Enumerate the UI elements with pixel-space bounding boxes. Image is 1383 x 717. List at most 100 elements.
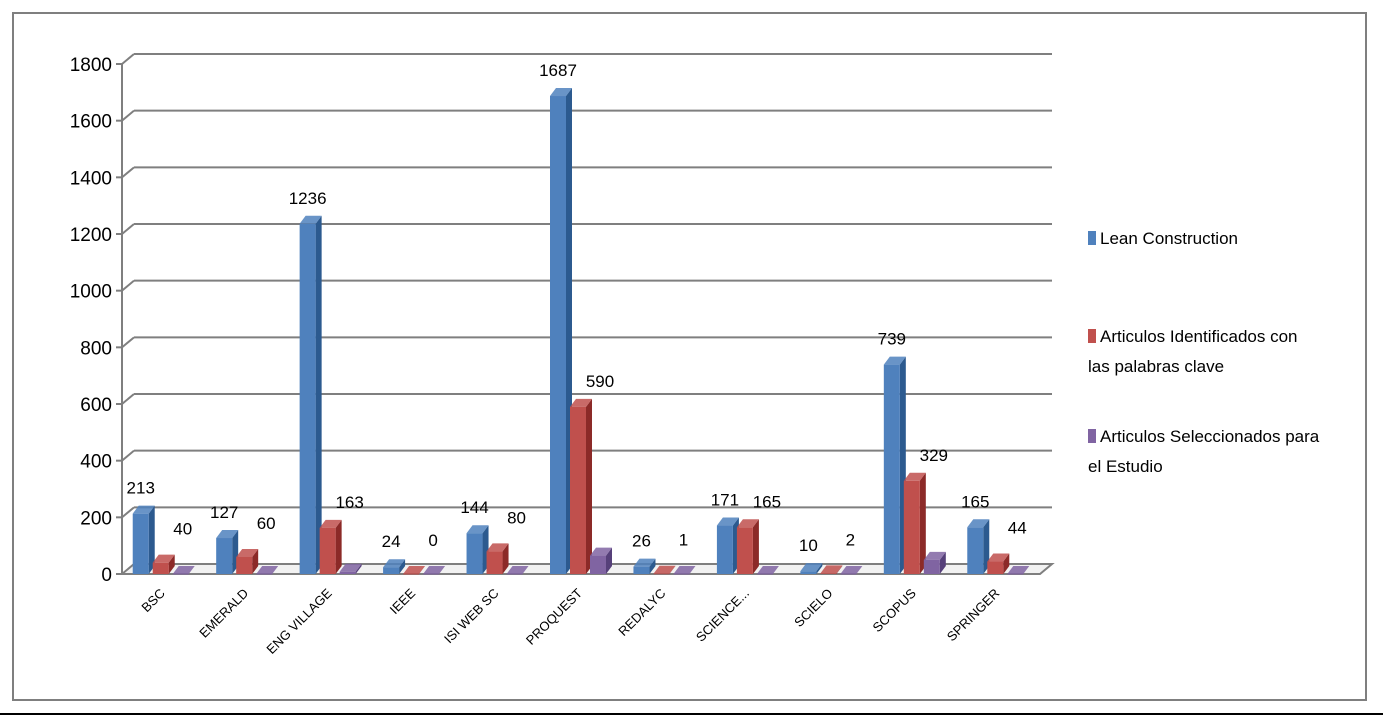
bar-top bbox=[840, 566, 863, 574]
legend-item-seleccionados: Articulos Seleccionados para el Estudio bbox=[1088, 422, 1319, 482]
bar bbox=[967, 527, 984, 574]
bar-top bbox=[590, 547, 612, 556]
bar-top bbox=[236, 549, 259, 557]
data-label: 1236 bbox=[289, 189, 327, 208]
bar bbox=[633, 566, 650, 574]
y-tick-label: 800 bbox=[80, 338, 112, 359]
bar-top bbox=[319, 519, 342, 528]
bar-top bbox=[403, 566, 426, 574]
data-label: 44 bbox=[1008, 519, 1027, 538]
bar-side bbox=[816, 563, 823, 574]
legend-label: Lean Construction bbox=[1100, 229, 1238, 248]
bar-side bbox=[1003, 553, 1010, 574]
data-label: 40 bbox=[173, 520, 192, 539]
bar-side bbox=[355, 563, 362, 574]
x-tick-label: IEEE bbox=[387, 585, 419, 617]
bar bbox=[653, 573, 670, 575]
bar-side bbox=[399, 559, 406, 574]
data-label: 590 bbox=[586, 372, 614, 391]
chart-frame bbox=[12, 12, 1367, 701]
x-tick-label: SCIELO bbox=[791, 586, 835, 630]
x-tick-label: SPRINGER bbox=[944, 586, 1003, 645]
data-label: 171 bbox=[711, 491, 739, 510]
bar-top bbox=[987, 553, 1010, 562]
bar-side bbox=[315, 215, 322, 575]
bar-side bbox=[148, 505, 155, 574]
data-label: 26 bbox=[632, 532, 651, 551]
bar bbox=[673, 574, 690, 575]
gridline-diag bbox=[121, 223, 135, 235]
data-label: 739 bbox=[878, 330, 906, 349]
bar bbox=[506, 574, 523, 575]
bar-top bbox=[570, 398, 592, 407]
y-tick-label: 200 bbox=[80, 508, 112, 529]
legend-swatch bbox=[1088, 429, 1096, 443]
bar-top bbox=[486, 543, 509, 552]
bar bbox=[736, 527, 753, 574]
gridline-diag bbox=[121, 336, 135, 349]
bar bbox=[903, 480, 920, 574]
bar bbox=[172, 574, 189, 575]
bar-side bbox=[502, 543, 509, 574]
x-tick-label: ENG VILLAGE bbox=[263, 585, 335, 657]
bar-top bbox=[132, 505, 155, 514]
bar-top bbox=[256, 566, 279, 574]
bar-side bbox=[606, 547, 612, 574]
legend-item-identificados: Articulos Identificados con las palabras… bbox=[1088, 322, 1298, 382]
bar-side bbox=[919, 472, 926, 574]
bar bbox=[466, 533, 483, 574]
legend-label-cont: el Estudio bbox=[1088, 457, 1163, 476]
bar bbox=[152, 562, 169, 574]
bar bbox=[319, 527, 336, 574]
legend-label-cont: las palabras clave bbox=[1088, 357, 1225, 376]
bar-side bbox=[939, 551, 946, 574]
bar-side bbox=[669, 565, 676, 574]
bar-top bbox=[923, 551, 946, 560]
bar-top bbox=[736, 519, 759, 528]
bar bbox=[550, 96, 566, 575]
x-tick-label: SCIENCE... bbox=[693, 586, 752, 645]
bar-top bbox=[466, 525, 489, 534]
y-tick-label: 400 bbox=[80, 452, 112, 473]
bar-side bbox=[586, 398, 592, 574]
data-label: 10 bbox=[799, 536, 818, 555]
x-tick-label: EMERALD bbox=[196, 586, 251, 641]
x-tick-label: BSC bbox=[138, 586, 168, 616]
legend-swatch bbox=[1088, 231, 1096, 245]
bar-side bbox=[252, 549, 259, 574]
bar bbox=[486, 551, 503, 574]
bar-top bbox=[1007, 566, 1030, 574]
data-label: 60 bbox=[257, 514, 276, 533]
bar bbox=[883, 364, 900, 574]
bar bbox=[299, 223, 316, 575]
data-label: 24 bbox=[382, 532, 401, 551]
bar-top bbox=[673, 566, 696, 574]
bar-top bbox=[883, 356, 906, 365]
legend-swatch bbox=[1088, 329, 1096, 343]
bar-top bbox=[299, 215, 322, 224]
bar bbox=[716, 525, 733, 574]
bar-top bbox=[756, 566, 779, 574]
bar-top bbox=[506, 566, 529, 574]
gridline-diag bbox=[121, 166, 135, 179]
bar bbox=[820, 573, 837, 574]
gridline-diag bbox=[121, 506, 135, 519]
bar-top bbox=[383, 559, 406, 568]
data-label: 1 bbox=[679, 531, 688, 550]
x-tick-label: SCOPUS bbox=[870, 585, 920, 635]
data-label: 80 bbox=[507, 508, 526, 527]
bar-side bbox=[836, 565, 843, 574]
gridline-diag bbox=[121, 109, 135, 122]
y-tick-label: 1200 bbox=[70, 225, 112, 246]
data-label: 329 bbox=[920, 446, 948, 465]
bar-top bbox=[716, 517, 739, 526]
bar bbox=[590, 555, 606, 574]
x-tick-label: PROQUEST bbox=[523, 585, 585, 647]
bar-top bbox=[339, 563, 362, 572]
bar bbox=[923, 559, 940, 574]
y-tick-label: 1600 bbox=[70, 112, 112, 133]
bar bbox=[339, 571, 356, 574]
bar bbox=[256, 574, 273, 575]
gridline-diag bbox=[121, 393, 135, 405]
data-label: 2 bbox=[846, 530, 855, 549]
